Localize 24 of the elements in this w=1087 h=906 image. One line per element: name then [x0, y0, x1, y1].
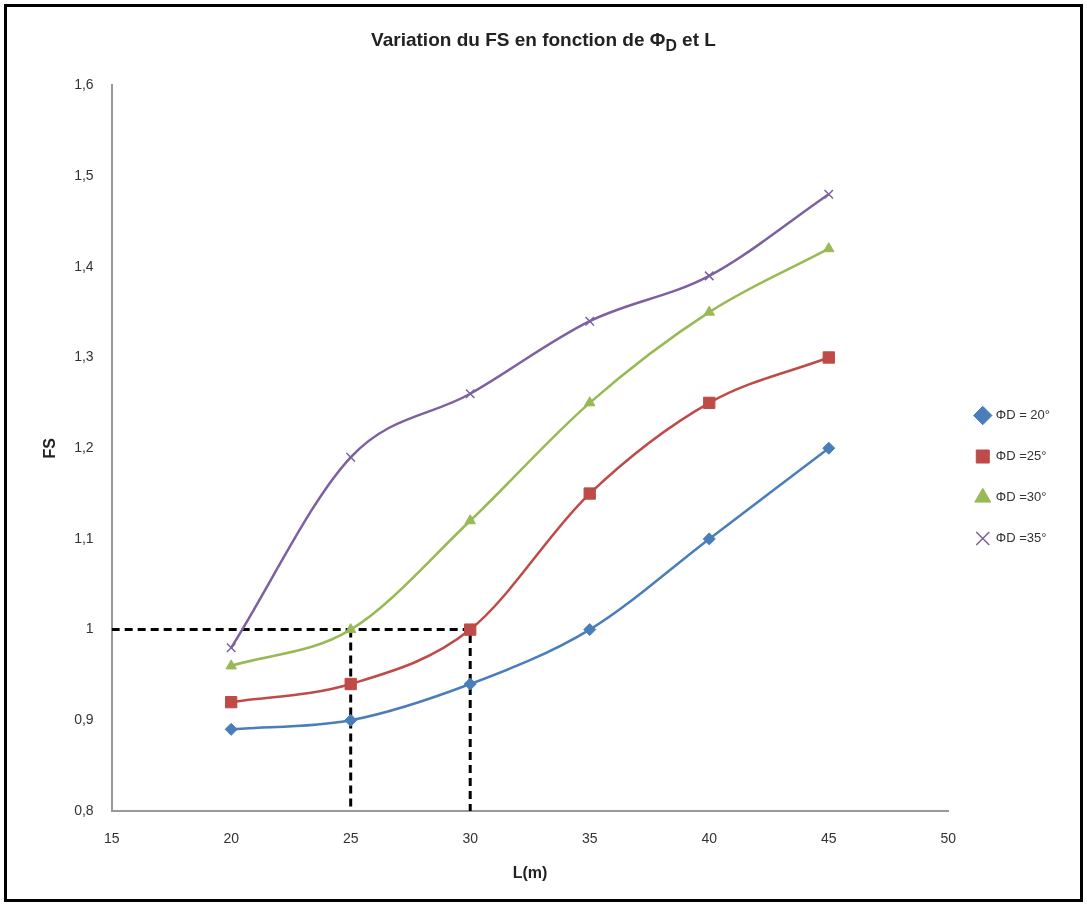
y-tick-label: 1,4	[74, 257, 94, 274]
x-tick-label: 30	[462, 830, 479, 847]
x-tick-label: 20	[223, 830, 240, 847]
y-tick-label: 0,9	[74, 711, 94, 728]
x-tick-label: 45	[820, 830, 837, 847]
x-tick-label: 50	[940, 830, 957, 847]
y-axis-title: FS	[41, 437, 59, 459]
y-tick-label: 1,6	[74, 76, 94, 93]
x-tick-label: 40	[701, 830, 718, 847]
legend-label: ΦD =30°	[995, 489, 1047, 505]
chart-title: Variation du FS en fonction de Φ$_{D}$ et L	[370, 29, 717, 55]
x-tick-label: 25	[342, 830, 359, 847]
legend-label: ΦD =25°	[995, 448, 1047, 464]
y-tick-label: 1,3	[74, 348, 94, 365]
x-axis-title: L(m)	[512, 863, 548, 881]
y-tick-label: 1,2	[74, 439, 94, 456]
x-tick-label: 35	[581, 830, 598, 847]
y-tick-label: 1,1	[74, 529, 94, 546]
legend-label: ΦD = 20°	[995, 407, 1050, 423]
y-tick-label: 1	[85, 620, 94, 637]
legend-label: ΦD =35°	[995, 530, 1047, 546]
x-tick-label: 15	[103, 830, 120, 847]
y-tick-label: 1,5	[74, 166, 94, 183]
y-tick-label: 0,8	[74, 801, 94, 818]
